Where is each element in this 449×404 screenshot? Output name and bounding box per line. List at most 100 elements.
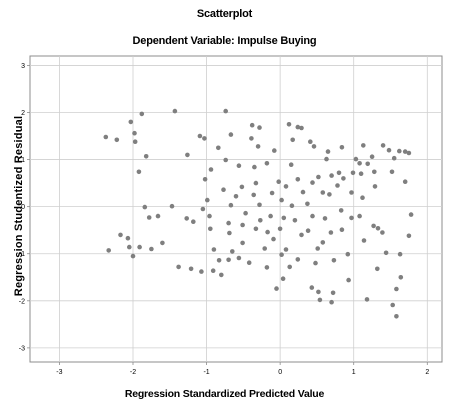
data-point-54	[240, 240, 245, 246]
chart-title: Scatterplot	[196, 8, 253, 20]
data-point-139	[375, 266, 380, 272]
data-point-62	[251, 192, 256, 198]
data-point-3	[132, 130, 137, 136]
data-point-13	[127, 244, 132, 250]
data-point-126	[357, 161, 362, 166]
data-point-69	[268, 213, 273, 219]
x-tick-label-1: -2	[130, 369, 136, 376]
data-point-76	[277, 226, 283, 232]
x-tick-label-3: 0	[278, 369, 282, 376]
data-point-115	[335, 183, 340, 188]
y-tick-label-0: 3	[21, 63, 25, 70]
data-point-4	[139, 111, 145, 117]
data-point-26	[199, 269, 204, 274]
data-point-144	[397, 148, 402, 154]
data-point-141	[383, 250, 389, 256]
data-point-15	[137, 244, 142, 250]
x-axis-label: Regression Standardized Predicted Value	[124, 388, 325, 400]
data-point-14	[130, 253, 136, 259]
data-point-31	[205, 197, 210, 203]
data-point-107	[329, 173, 334, 178]
data-point-71	[271, 236, 276, 242]
data-point-56	[249, 122, 255, 128]
data-point-9	[146, 215, 152, 220]
data-point-0	[103, 134, 109, 140]
data-point-74	[279, 197, 284, 203]
data-point-18	[160, 240, 165, 246]
data-point-111	[320, 240, 326, 245]
data-point-146	[406, 150, 412, 156]
data-point-35	[211, 247, 217, 252]
data-point-87	[283, 184, 289, 189]
data-point-11	[118, 232, 123, 238]
data-point-39	[223, 108, 228, 114]
data-point-43	[221, 187, 226, 192]
x-tick-label-2: -1	[203, 369, 209, 376]
data-point-123	[349, 190, 354, 195]
data-point-132	[364, 297, 370, 302]
data-point-59	[255, 144, 261, 149]
data-point-98	[310, 213, 315, 219]
data-point-65	[253, 226, 259, 232]
data-point-125	[353, 156, 359, 162]
data-point-38	[219, 272, 224, 278]
data-point-67	[264, 265, 270, 270]
data-point-97	[316, 174, 321, 180]
y-tick-label-2: 1	[21, 157, 25, 164]
data-point-100	[315, 246, 321, 251]
data-point-96	[310, 180, 315, 185]
data-point-7	[136, 169, 142, 175]
data-point-37	[210, 268, 216, 274]
data-point-94	[308, 139, 313, 144]
data-point-32	[200, 206, 206, 212]
data-point-102	[309, 285, 315, 290]
data-point-16	[149, 246, 154, 252]
data-point-51	[239, 184, 245, 190]
data-point-36	[216, 258, 222, 263]
data-point-2	[128, 119, 134, 125]
data-point-77	[283, 247, 289, 252]
data-point-21	[185, 152, 190, 158]
data-point-79	[274, 286, 279, 291]
data-point-8	[142, 204, 148, 210]
data-point-82	[290, 137, 296, 143]
data-point-106	[324, 156, 329, 162]
data-point-114	[329, 299, 334, 305]
data-point-108	[327, 192, 332, 197]
data-point-122	[346, 277, 351, 283]
data-point-78	[279, 252, 284, 257]
data-point-22	[184, 216, 189, 221]
data-point-119	[338, 208, 344, 213]
data-point-138	[375, 226, 381, 231]
data-point-20	[172, 108, 178, 114]
plot-frame	[29, 55, 443, 363]
data-point-90	[299, 232, 304, 238]
data-point-109	[322, 216, 328, 221]
y-tick-label-3: 0	[21, 204, 25, 211]
data-point-19	[169, 203, 175, 209]
data-point-29	[208, 167, 214, 172]
data-point-72	[272, 148, 277, 153]
data-point-156	[233, 194, 239, 199]
data-point-52	[243, 210, 248, 216]
data-point-130	[357, 213, 362, 219]
data-point-136	[372, 184, 378, 189]
data-point-161	[349, 215, 354, 221]
data-point-25	[188, 266, 194, 272]
data-point-93	[305, 201, 310, 207]
data-point-121	[345, 251, 351, 257]
x-tick-label-5: 2	[425, 369, 429, 376]
data-point-73	[276, 179, 282, 184]
data-point-135	[372, 169, 377, 175]
data-point-143	[391, 155, 397, 161]
data-point-10	[106, 248, 111, 253]
data-point-112	[331, 258, 337, 263]
data-point-53	[240, 222, 245, 228]
data-point-133	[365, 161, 371, 167]
data-point-45	[226, 220, 231, 226]
data-point-28	[202, 136, 207, 141]
data-point-157	[300, 189, 306, 195]
data-point-63	[257, 202, 262, 208]
data-point-95	[311, 144, 317, 149]
